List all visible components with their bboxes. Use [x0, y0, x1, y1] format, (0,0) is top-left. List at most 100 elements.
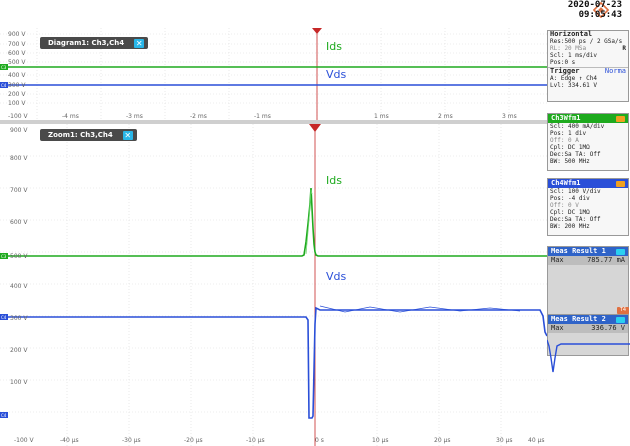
zoom1-tab[interactable]: Zoom1: Ch3,Ch4 ✕ [40, 129, 137, 141]
ids-label-overview: Ids [326, 40, 342, 53]
trigger-title: Trigger [550, 68, 580, 75]
diag-x-label: 1 ms [374, 113, 389, 120]
ch3-offset: Off: 0 A [548, 137, 628, 144]
diag-y-label: -100 V [8, 113, 29, 120]
diagram1-tab[interactable]: Diagram1: Ch3,Ch4 ✕ [40, 37, 148, 49]
ch3-scale: Scl: 400 mA/div [548, 123, 628, 130]
trigger-level: Lvl: 334.61 V [548, 82, 628, 89]
date-text: 2020-07-23 [568, 0, 622, 10]
horizontal-panel[interactable]: Horizontal Res:500 ps / 2 GSa/s RL: 20 M… [547, 30, 629, 102]
ch3-bandwidth: BW: 500 MHz [548, 158, 628, 165]
diag-x-label: -4 ms [62, 113, 79, 120]
zoom-x-label: -40 µs [60, 437, 79, 444]
zoom-x-label: -30 µs [122, 437, 141, 444]
ch3-pos: Pos: 1 div [548, 130, 628, 137]
c4-level-marker: C4 [1, 83, 7, 88]
ch4-title: Ch4Wfm1 [551, 179, 581, 188]
zoom-y-label: 400 V [10, 283, 28, 290]
diag-y-label: 500 V [8, 59, 26, 66]
zoom-x-label: 0 s [315, 437, 324, 444]
ch3-coupling: Cpl: DC 1MΩ [548, 144, 628, 151]
diag-y-label: 400 V [8, 72, 26, 79]
c3-level-marker: C3 [1, 65, 7, 70]
header-bar: 2020-07-23 09:05:43 [0, 0, 630, 28]
meas-result-2-panel[interactable]: Meas Result 2 Max 336.76 V [547, 314, 629, 356]
zoom-x-label: 30 µs [496, 437, 513, 444]
zoom-x-label: -10 µs [246, 437, 265, 444]
diag-y-label: 900 V [8, 31, 26, 38]
waveform-icon [616, 181, 625, 187]
trigger-position-marker [309, 124, 321, 132]
ch4-decimation: Dec:Sa TA: Off [548, 216, 628, 223]
diag-y-label: 200 V [8, 91, 26, 98]
zoom-y-label: -100 V [14, 437, 35, 444]
horizontal-pos: Pos:0 s [548, 59, 628, 66]
ch4-pos: Pos: -4 div [548, 195, 628, 202]
vds-trace-zoom [0, 308, 547, 418]
zoom1-plot[interactable]: 900 V 800 V 700 V 600 V 500 V 400 V 300 … [0, 124, 547, 446]
ch3-wfm-panel[interactable]: Ch3Wfm1 Scl: 400 mA/div Pos: 1 div Off: … [547, 113, 629, 171]
c4-level-marker-zoom: C4 [1, 315, 7, 320]
horizontal-res: Res:500 ps / 2 GSa/s [550, 38, 622, 45]
close-icon[interactable]: ✕ [134, 39, 144, 48]
ids-trace-zoom [0, 188, 547, 256]
meas2-title: Meas Result 2 [551, 315, 606, 324]
ch4-wfm-panel[interactable]: Ch4Wfm1 Scl: 100 V/div Pos: -4 div Off: … [547, 178, 629, 236]
zoom-x-label: 20 µs [434, 437, 451, 444]
horizontal-title: Horizontal [548, 31, 628, 38]
zoom-y-label: 500 V [10, 253, 28, 260]
meas1-label: Max [551, 257, 564, 264]
trigger-source: A: Edge ↑ Ch4 [548, 75, 628, 82]
ch4-bandwidth: BW: 200 MHz [548, 223, 628, 230]
trigger-position-marker [312, 28, 322, 34]
meas2-label: Max [551, 325, 564, 332]
diagram1-plot[interactable]: 900 V 700 V 600 V 500 V 400 V 300 V 200 … [0, 28, 547, 120]
zoom-y-label: 300 V [10, 315, 28, 322]
horizontal-rl: RL: 20 MSa [550, 45, 586, 52]
diag-x-label: -1 ms [254, 113, 271, 120]
zoom-y-label: 200 V [10, 347, 28, 354]
zoom-x-label: 10 µs [372, 437, 389, 444]
zoom1-tab-label: Zoom1: Ch3,Ch4 [48, 129, 113, 141]
zoom-x-label: -20 µs [184, 437, 203, 444]
zoom-y-label: 800 V [10, 155, 28, 162]
diag-x-label: -2 ms [190, 113, 207, 120]
vds-label-overview: Vds [326, 68, 346, 81]
horizontal-scale: Scl: 1 ms/div [548, 52, 628, 59]
meas2-value: 336.76 V [591, 325, 625, 332]
diag-y-label: 600 V [8, 50, 26, 57]
diag-x-label: -3 ms [126, 113, 143, 120]
diag-x-label: 2 ms [438, 113, 453, 120]
trigger-mode: Norma [605, 68, 626, 75]
diag-y-label: 100 V [8, 100, 26, 107]
horizontal-flag: R [622, 45, 626, 52]
zoom-y-label: 100 V [10, 379, 28, 386]
ch4-offset: Off: 0 V [548, 202, 628, 209]
meas1-title: Meas Result 1 [551, 247, 606, 256]
side-panel: Horizontal Res:500 ps / 2 GSa/s RL: 20 M… [547, 28, 630, 446]
diagram1-tab-label: Diagram1: Ch3,Ch4 [48, 37, 124, 49]
diag-y-label: 300 V [8, 82, 26, 89]
waveform-icon [616, 116, 625, 122]
vds-label-zoom: Vds [326, 270, 346, 283]
ch3-title: Ch3Wfm1 [551, 114, 581, 123]
diag-y-label: 700 V [8, 41, 26, 48]
zoom-x-label: 40 µs [528, 437, 545, 444]
datetime: 2020-07-23 09:05:43 [568, 0, 622, 20]
close-icon[interactable]: ✕ [123, 131, 133, 140]
c4-ground-marker: C4 [1, 413, 7, 418]
measure-icon [616, 249, 625, 255]
zoom-y-label: 700 V [10, 187, 28, 194]
measure-icon [616, 317, 625, 323]
meas1-value: 785.77 mA [587, 257, 625, 264]
t4-marker: T4 [617, 307, 629, 314]
ch4-scale: Scl: 100 V/div [548, 188, 628, 195]
diag-x-label: 3 ms [502, 113, 517, 120]
zoom-y-label: 600 V [10, 219, 28, 226]
c3-level-marker-zoom: C3 [1, 254, 7, 259]
zoom-y-label: 900 V [10, 127, 28, 134]
ids-label-zoom: Ids [326, 174, 342, 187]
ch3-decimation: Dec:Sa TA: Off [548, 151, 628, 158]
time-text: 09:05:43 [568, 10, 622, 20]
ch4-coupling: Cpl: DC 1MΩ [548, 209, 628, 216]
